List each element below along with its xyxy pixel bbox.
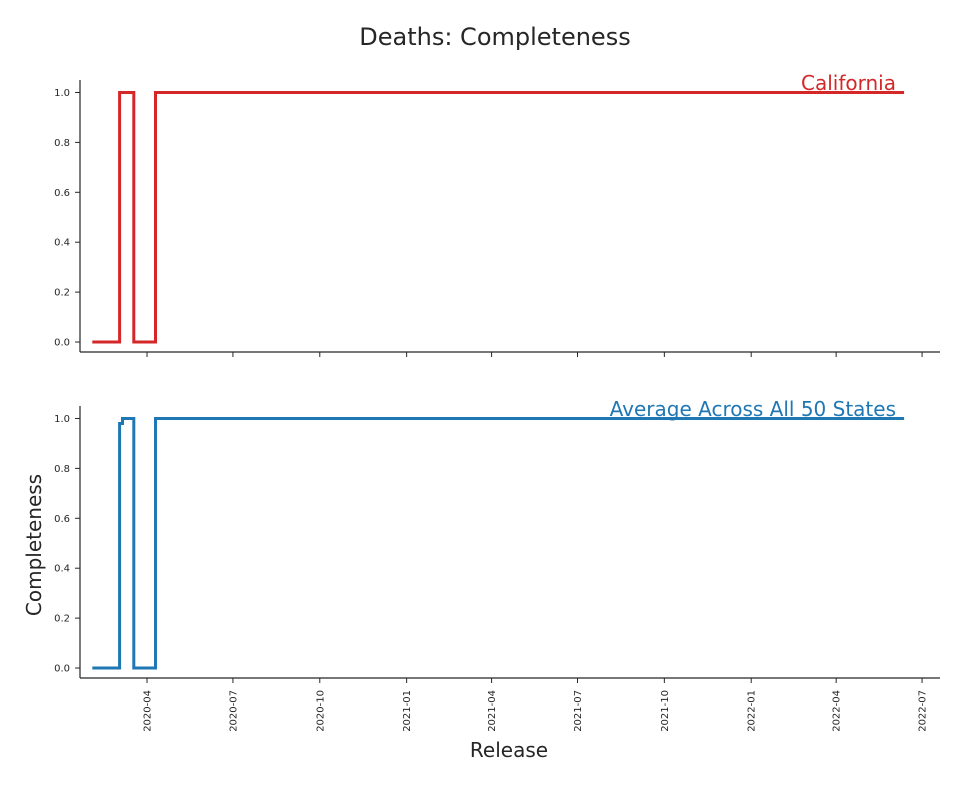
x-tick-label: 2021-04 (487, 690, 498, 732)
y-tick-label: 0.4 (54, 238, 70, 249)
y-tick-label: 0.2 (54, 614, 70, 625)
y-tick-label: 1.0 (54, 88, 70, 99)
series-label: California (801, 71, 896, 95)
y-tick-label: 0.0 (54, 338, 70, 349)
y-tick-label: 1.0 (54, 414, 70, 425)
x-tick-label: 2022-07 (918, 690, 929, 732)
x-tick-label: 2021-07 (573, 690, 584, 732)
panel-california: 0.0 0.2 0.4 0.6 0.8 1.0 California (54, 71, 940, 357)
x-axis-label: Release (470, 738, 548, 762)
x-tick-label: 2020-04 (143, 690, 154, 732)
x-tick-label: 2022-01 (747, 690, 758, 732)
y-axis-label: Completeness (22, 474, 46, 616)
y-tick-label: 0.6 (54, 188, 70, 199)
x-tick-label: 2021-01 (402, 690, 413, 732)
y-tick-label: 0.6 (54, 514, 70, 525)
x-tick-label: 2022-04 (832, 690, 843, 732)
y-tick-label: 0.2 (54, 288, 70, 299)
y-tick-label: 0.4 (54, 564, 70, 575)
x-tick-label: 2020-10 (315, 690, 326, 732)
y-tick-label: 0.8 (54, 464, 70, 475)
series-line (92, 417, 905, 670)
x-tick-label: 2021-10 (660, 690, 671, 732)
y-tick-label: 0.0 (54, 664, 70, 675)
chart-title: Deaths: Completeness (359, 23, 630, 51)
x-tick-label: 2020-07 (228, 690, 239, 732)
series-label: Average Across All 50 States (610, 397, 896, 421)
series-line (92, 91, 905, 344)
y-tick-label: 0.8 (54, 138, 70, 149)
panel-average-all-states: 0.0 0.2 0.4 0.6 0.8 1.0 2020-04 2020-07 2020-10 2… (54, 397, 940, 732)
